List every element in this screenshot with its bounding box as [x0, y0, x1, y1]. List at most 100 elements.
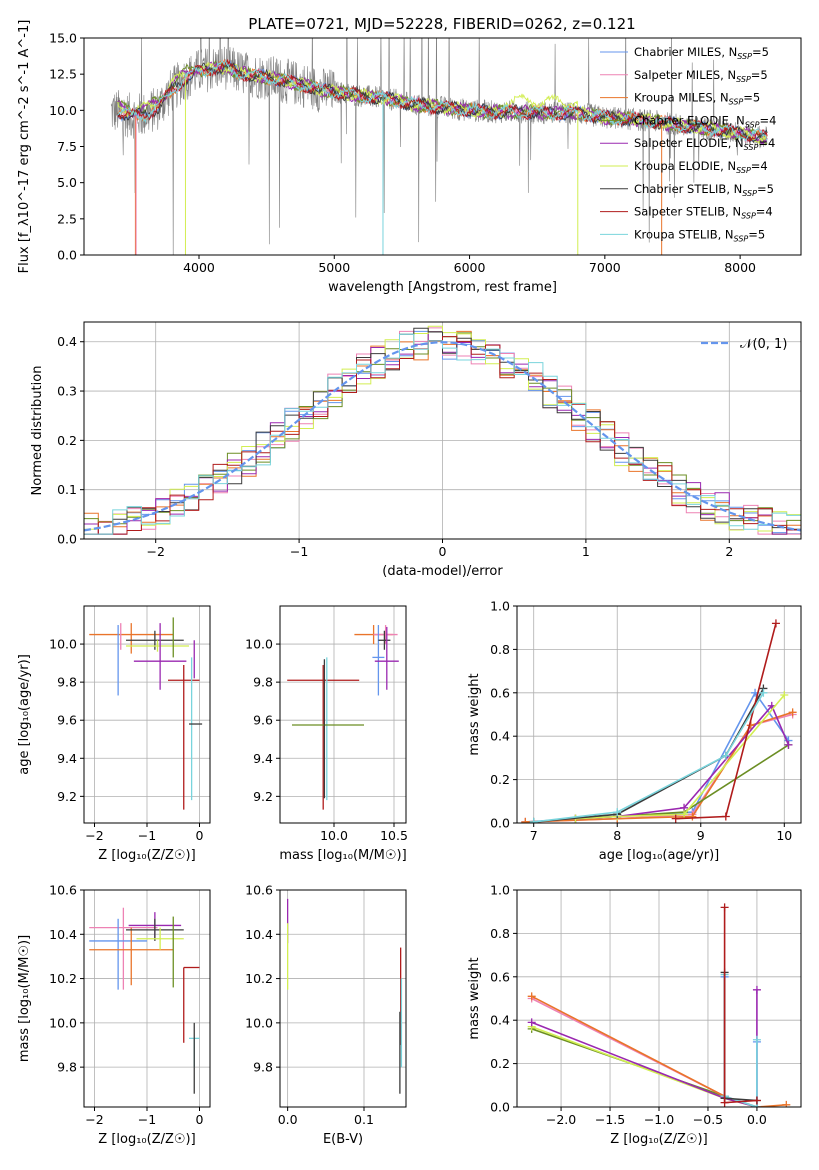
panel-spectrum: 4000 5000 6000 7000 8000 0.0 2.5 5.0 7.5 10.0 12.5…	[17, 20, 802, 295]
x-tick-label: 7	[530, 828, 538, 843]
series-marker	[527, 992, 536, 1001]
panel-age_vs_Z: −2 −1 0 9.2 9.4 9.6 9.8 10.0 Z [log₁₀(Z/Z☉)] age …	[17, 605, 211, 863]
plot-area	[521, 619, 797, 823]
series-line-kroupa-stelib	[533, 692, 765, 823]
y-axis-label: mass weight	[467, 957, 482, 1039]
x-tick-label: 10.0	[320, 828, 348, 843]
legend-suffix: =5	[757, 182, 774, 196]
y-axis-label: age [log₁₀(age/yr)]	[17, 654, 32, 775]
series-line-chabrier-miles	[525, 691, 790, 823]
series-line-chabrier-stelib	[723, 972, 757, 1102]
y-tick-label: 10.4	[245, 927, 273, 942]
panel-mass_vs_Z: −2 −1 0 9.8 10.0 10.2 10.4 10.6 Z [log₁₀(Z/Z☉)] m…	[17, 883, 211, 1147]
legend-subscript: SSP	[736, 75, 751, 84]
y-axis-label: mass [log₁₀(M/M☉)]	[17, 935, 32, 1062]
series-marker	[780, 690, 789, 699]
y-axis-label: Flux [f_λ10^-17 erg cm^-2 s^-1 A^-1]	[17, 20, 32, 274]
y-tick-label: 10.0	[49, 1015, 77, 1030]
x-tick-label: 0	[196, 828, 204, 843]
y-tick-label: 9.2	[57, 789, 77, 804]
y-tick-label: 10.0	[245, 637, 273, 652]
y-tick-label: 12.5	[49, 67, 77, 82]
x-axis-label: Z [log₁₀(Z/Z☉)]	[610, 1132, 707, 1147]
legend-subscript: SSP	[742, 189, 757, 198]
panel-weight_vs_Z: −2.0 −1.5 −1.0 −0.5 0.0 0.0 0.2 0.4 0.6 0.8 1.0 Z […	[467, 883, 802, 1147]
series-line-chabrier-stelib	[533, 688, 765, 823]
x-tick-label: 5000	[318, 260, 350, 275]
legend-subscript: SSP	[744, 143, 759, 152]
y-tick-label: 9.4	[57, 751, 77, 766]
x-tick-label: −2	[146, 544, 164, 559]
plot-area	[110, 38, 768, 255]
plot-area	[287, 625, 399, 810]
axes-frame	[279, 889, 407, 1108]
x-axis-label: (data-model)/error	[382, 564, 503, 579]
series-line-chabrier-miles	[723, 976, 758, 1107]
legend-text: Kroupa ELODIE, N	[634, 159, 736, 173]
y-tick-label: 15.0	[49, 31, 77, 46]
series-line-salpeter-stelib	[723, 907, 757, 1104]
series-marker	[752, 1035, 761, 1044]
legend-text: Chabrier MILES, N	[634, 45, 737, 59]
plot-area	[84, 325, 801, 535]
legend-suffix: =5	[751, 68, 768, 82]
x-axis-label: Z [log₁₀(Z/Z☉)]	[98, 848, 195, 863]
legend-suffix: =4	[758, 136, 775, 150]
legend-suffix: =5	[748, 227, 765, 241]
y-tick-label: 9.8	[57, 1060, 77, 1075]
x-tick-label: −2.0	[546, 1112, 576, 1127]
series-marker	[721, 812, 730, 821]
y-axis-label: Normed distribution	[30, 366, 45, 496]
x-axis-label: Z [log₁₀(Z/Z☉)]	[98, 1132, 195, 1147]
x-tick-label: 10	[776, 828, 792, 843]
x-tick-label: 2	[725, 544, 733, 559]
legend-label: Kroupa ELODIE, NSSP=4	[634, 159, 768, 175]
legend-suffix: =5	[743, 91, 760, 105]
series-line-salpeter-miles	[531, 997, 758, 1107]
y-tick-label: 10.6	[245, 883, 273, 898]
y-axis-label: mass weight	[467, 673, 482, 755]
y-tick-label: 0.6	[490, 969, 510, 984]
x-tick-label: 6000	[454, 260, 486, 275]
legend-label: Salpeter MILES, NSSP=5	[634, 68, 768, 84]
x-tick-label: −1.5	[595, 1112, 625, 1127]
legend-label: Salpeter STELIB, NSSP=4	[634, 205, 773, 221]
model-line-chabrier-stelib	[117, 62, 768, 144]
axes-frame	[279, 605, 407, 824]
x-tick-label: 0	[196, 1112, 204, 1127]
y-tick-label: 0.0	[57, 248, 77, 263]
y-tick-label: 9.8	[253, 675, 273, 690]
legend-text: Chabrier ELODIE, N	[634, 113, 745, 127]
legend-label: Chabrier MILES, NSSP=5	[634, 45, 769, 61]
legend-text: Salpeter STELIB, N	[634, 205, 741, 219]
y-tick-label: 0.2	[490, 772, 510, 787]
x-axis-label: mass [log₁₀(M/M☉)]	[279, 848, 406, 863]
y-tick-label: 1.0	[490, 599, 510, 614]
x-tick-label: −0.5	[693, 1112, 723, 1127]
y-tick-label: 9.6	[57, 713, 77, 728]
spectrum-data-line	[110, 38, 768, 255]
histogram-salpeter-stelib	[84, 336, 801, 535]
x-tick-label: 0	[439, 544, 447, 559]
model-line-kroupa-stelib	[117, 60, 768, 142]
plot-area	[286, 898, 403, 1094]
plot-area	[89, 617, 203, 810]
y-tick-label: 1.0	[490, 883, 510, 898]
y-tick-label: 0.8	[490, 642, 510, 657]
series-marker	[752, 985, 761, 994]
series-marker	[721, 751, 730, 760]
legend-subscript: SSP	[734, 234, 749, 243]
y-tick-label: 10.6	[49, 883, 77, 898]
legend-suffix: =4	[760, 113, 777, 127]
series-marker	[759, 688, 768, 697]
y-tick-label: 10.0	[245, 1015, 273, 1030]
legend-text: Salpeter MILES, N	[634, 68, 736, 82]
x-tick-label: 10.5	[380, 828, 408, 843]
x-tick-label: 8000	[724, 260, 756, 275]
y-tick-label: 7.5	[57, 139, 77, 154]
series-line-salpeter-elodie	[531, 989, 758, 1107]
legend-label: 𝒩(0, 1)	[740, 337, 787, 352]
x-tick-label: −1	[138, 828, 156, 843]
y-tick-label: 9.6	[253, 713, 273, 728]
